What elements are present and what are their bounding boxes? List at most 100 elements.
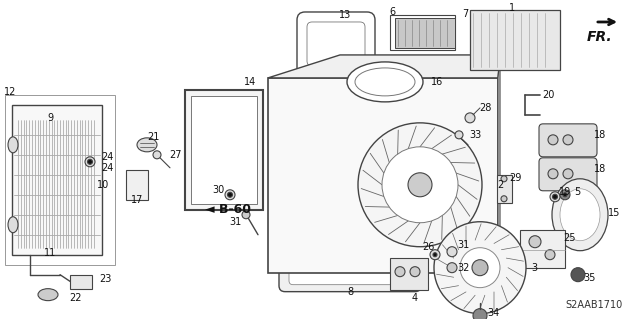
FancyBboxPatch shape — [273, 125, 310, 155]
Text: 12: 12 — [4, 87, 16, 97]
Text: S2AAB1710: S2AAB1710 — [565, 300, 622, 310]
Ellipse shape — [225, 190, 235, 200]
FancyBboxPatch shape — [307, 22, 365, 66]
FancyBboxPatch shape — [387, 157, 424, 187]
FancyBboxPatch shape — [539, 124, 597, 157]
Text: 30: 30 — [212, 185, 224, 195]
Ellipse shape — [552, 194, 557, 199]
FancyBboxPatch shape — [349, 157, 386, 187]
Text: 11: 11 — [44, 248, 56, 258]
Text: 33: 33 — [469, 130, 481, 140]
Text: 20: 20 — [542, 90, 554, 100]
Text: 27: 27 — [169, 150, 181, 160]
Polygon shape — [268, 55, 500, 78]
Ellipse shape — [563, 169, 573, 179]
Bar — [390, 15, 455, 50]
Text: 31: 31 — [229, 217, 241, 227]
Ellipse shape — [395, 267, 405, 277]
Text: 24: 24 — [101, 163, 113, 173]
Bar — [497, 175, 512, 203]
Ellipse shape — [382, 147, 458, 223]
Ellipse shape — [472, 260, 488, 276]
Text: 31: 31 — [457, 240, 469, 250]
Ellipse shape — [242, 211, 250, 219]
Text: 19: 19 — [559, 187, 571, 197]
Text: 18: 18 — [594, 164, 606, 174]
FancyBboxPatch shape — [311, 93, 348, 123]
Ellipse shape — [529, 236, 541, 248]
Text: 35: 35 — [584, 273, 596, 283]
Text: 21: 21 — [147, 132, 159, 142]
FancyBboxPatch shape — [311, 125, 348, 155]
FancyBboxPatch shape — [349, 125, 386, 155]
Bar — [126, 170, 148, 200]
Text: 3: 3 — [531, 263, 537, 273]
Text: 15: 15 — [608, 208, 620, 218]
Text: 1: 1 — [509, 3, 515, 13]
Text: 4: 4 — [412, 293, 418, 303]
Bar — [5, 95, 115, 265]
Ellipse shape — [227, 192, 232, 197]
Text: 25: 25 — [564, 233, 576, 243]
Bar — [390, 258, 428, 290]
Text: 17: 17 — [131, 195, 143, 205]
Ellipse shape — [548, 135, 558, 145]
Text: 2: 2 — [497, 180, 503, 190]
Polygon shape — [498, 55, 500, 245]
Text: 9: 9 — [47, 113, 53, 123]
Ellipse shape — [545, 250, 555, 260]
FancyBboxPatch shape — [273, 93, 310, 123]
Bar — [191, 96, 257, 204]
Text: 16: 16 — [431, 77, 443, 87]
Bar — [470, 10, 560, 70]
Ellipse shape — [8, 217, 18, 233]
Text: ◄ B-60: ◄ B-60 — [205, 203, 251, 216]
Bar — [185, 90, 263, 210]
Ellipse shape — [552, 179, 608, 251]
Text: 7: 7 — [462, 9, 468, 19]
Ellipse shape — [465, 113, 475, 123]
Ellipse shape — [550, 192, 560, 202]
Text: 32: 32 — [457, 263, 469, 273]
Ellipse shape — [460, 248, 500, 288]
Text: 6: 6 — [389, 7, 395, 17]
Ellipse shape — [137, 138, 157, 152]
Bar — [70, 275, 92, 289]
Ellipse shape — [410, 267, 420, 277]
Ellipse shape — [563, 193, 567, 197]
Ellipse shape — [434, 222, 526, 314]
Ellipse shape — [455, 131, 463, 139]
Ellipse shape — [8, 137, 18, 153]
Text: 13: 13 — [339, 10, 351, 20]
Bar — [268, 78, 498, 273]
FancyBboxPatch shape — [311, 157, 348, 187]
Bar — [520, 230, 565, 268]
FancyBboxPatch shape — [349, 189, 386, 219]
FancyBboxPatch shape — [273, 157, 310, 187]
Ellipse shape — [85, 157, 95, 167]
Text: 23: 23 — [99, 274, 111, 284]
Bar — [12, 105, 102, 255]
FancyBboxPatch shape — [387, 189, 424, 219]
FancyBboxPatch shape — [349, 93, 386, 123]
Ellipse shape — [408, 173, 432, 197]
Ellipse shape — [153, 151, 161, 159]
Text: 28: 28 — [479, 103, 491, 113]
FancyBboxPatch shape — [387, 221, 424, 251]
Ellipse shape — [358, 123, 482, 247]
Ellipse shape — [355, 68, 415, 96]
Text: 8: 8 — [347, 287, 353, 297]
FancyBboxPatch shape — [387, 93, 424, 123]
Polygon shape — [395, 18, 455, 48]
Text: FR.: FR. — [587, 30, 613, 44]
Text: 5: 5 — [574, 187, 580, 197]
Text: 22: 22 — [68, 293, 81, 303]
FancyBboxPatch shape — [387, 125, 424, 155]
FancyBboxPatch shape — [273, 189, 310, 219]
Ellipse shape — [548, 169, 558, 179]
Text: 34: 34 — [487, 308, 499, 318]
Ellipse shape — [571, 268, 585, 282]
Ellipse shape — [473, 308, 487, 319]
Ellipse shape — [560, 189, 600, 241]
FancyBboxPatch shape — [539, 158, 597, 191]
